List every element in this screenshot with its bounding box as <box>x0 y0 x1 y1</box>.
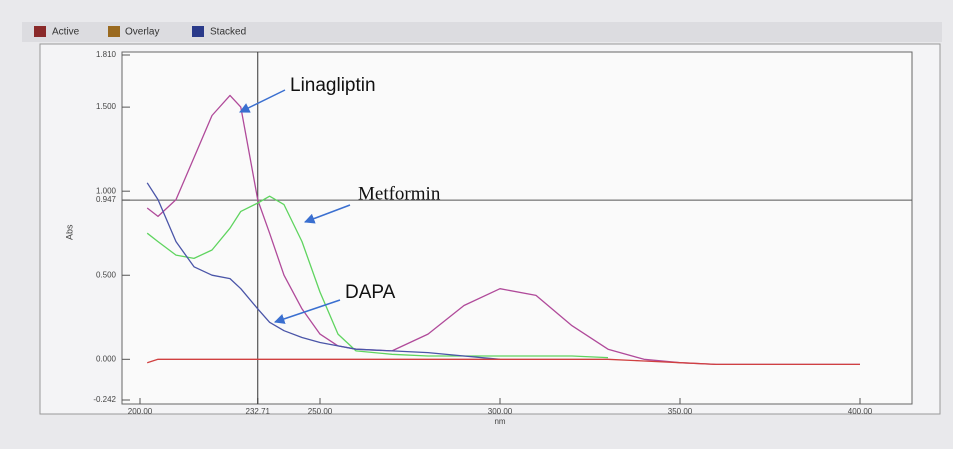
tab[interactable]: Active <box>52 27 80 38</box>
tabs: Active Overlay Stacked <box>34 26 246 38</box>
y-axis-label: Abs <box>64 224 74 240</box>
x-tick-label: 250.00 <box>308 407 333 416</box>
tab[interactable]: Overlay <box>125 27 159 38</box>
y-tick-label: 0.000 <box>96 354 117 363</box>
y-tick-label: 1.500 <box>96 102 117 111</box>
tab-icon <box>192 26 204 37</box>
tab-icon <box>108 26 120 37</box>
plot-area <box>122 52 912 404</box>
y-tick-label: 1.000 <box>96 186 117 195</box>
page: {"tabs": ["Active", "Overlay", "Stacked"… <box>0 0 953 449</box>
y-tick-label: 1.810 <box>96 50 117 59</box>
screen: Active Overlay Stacked 1.8101.5001.0000.… <box>0 0 953 449</box>
tab-bar <box>22 22 942 42</box>
x-tick-label: 232.71 <box>246 407 271 416</box>
x-axis-label: nm <box>494 417 505 426</box>
x-tick-label: 400.00 <box>848 407 873 416</box>
x-tick-label: 350.00 <box>668 407 693 416</box>
annotation: Linagliptin <box>290 75 376 96</box>
x-tick-label: 300.00 <box>488 407 513 416</box>
y-tick-label: 0.500 <box>96 270 117 279</box>
tab[interactable]: Stacked <box>210 27 246 38</box>
y-tick-label: 0.947 <box>96 195 117 204</box>
tab-icon <box>34 26 46 37</box>
x-tick-label: 200.00 <box>128 407 153 416</box>
annotation: Metformin <box>358 183 441 204</box>
y-tick-label: -0.242 <box>93 395 116 404</box>
annotation: DAPA <box>345 282 396 303</box>
